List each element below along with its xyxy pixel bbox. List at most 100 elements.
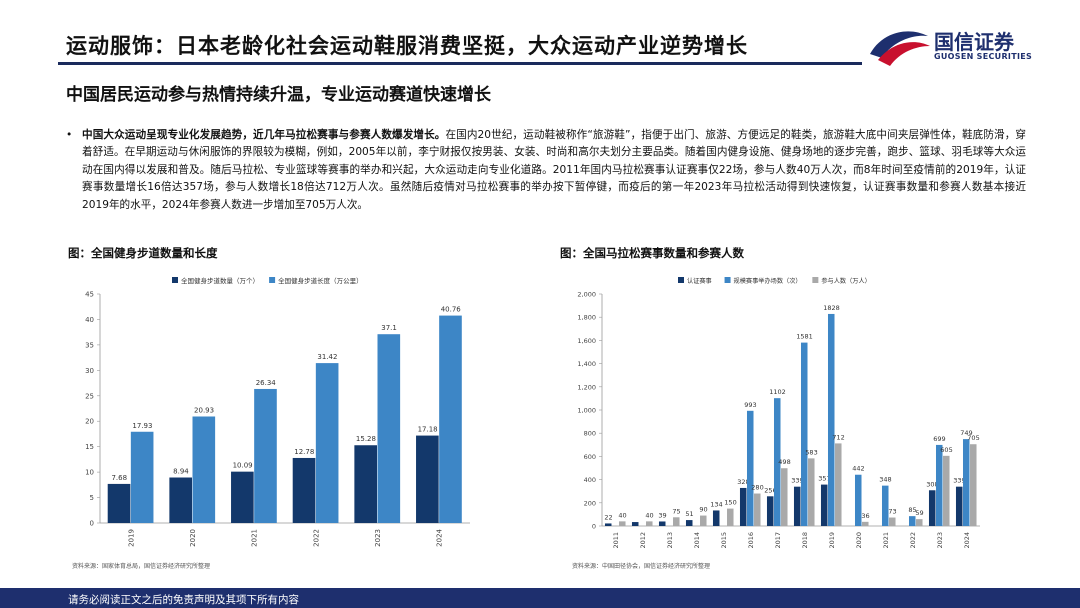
data-label: 73 xyxy=(888,508,896,516)
footer-disclaimer: 请务必阅读正文之后的免责声明及其项下所有内容 xyxy=(68,594,299,606)
x-tick-label: 2020 xyxy=(189,529,197,547)
trail-chart: 0 5 10 15 20 25 30 35 40 45 全国健身步道数量（万个） 全国健身步道长度（万… xyxy=(85,276,470,547)
data-label: 17.93 xyxy=(132,422,152,430)
bar xyxy=(916,519,923,526)
footer-bar xyxy=(0,588,1080,608)
guosen-logo-icon xyxy=(870,31,930,66)
data-label: 749 xyxy=(960,429,972,437)
x-tick-label: 2024 xyxy=(436,528,444,546)
bar xyxy=(604,523,612,526)
y-tick-label: 1,600 xyxy=(577,337,596,345)
x-tick-label: 2017 xyxy=(774,532,782,549)
bar xyxy=(928,490,936,526)
bullet-lead: 中国大众运动呈现专业化发展趋势，近几年马拉松赛事与参赛人数爆发增长。 xyxy=(82,129,446,141)
data-label: 90 xyxy=(699,506,707,514)
y-tick-label: 800 xyxy=(584,430,596,438)
bar xyxy=(970,444,977,526)
legend-label: 参与人数（万人） xyxy=(821,277,871,285)
x-tick-label: 2019 xyxy=(828,532,836,549)
data-label: 37.1 xyxy=(381,324,397,332)
x-tick-label: 2013 xyxy=(666,532,674,549)
logo-swoosh-blue xyxy=(870,31,928,58)
bar xyxy=(793,486,801,526)
data-label: 134 xyxy=(710,500,722,508)
bar xyxy=(773,398,781,526)
x-tick-label: 2021 xyxy=(251,529,259,547)
data-label: 993 xyxy=(744,401,756,409)
legend-swatch xyxy=(172,277,178,283)
y-tick-label: 1,800 xyxy=(577,314,596,322)
logo-swoosh-red xyxy=(878,42,930,66)
bar xyxy=(766,496,774,526)
bar xyxy=(254,388,277,523)
x-tick-label: 2019 xyxy=(127,529,135,547)
bar xyxy=(631,522,639,526)
x-tick-label: 2022 xyxy=(312,529,320,547)
title-underline xyxy=(58,62,862,65)
x-tick-label: 2016 xyxy=(747,532,755,549)
y-tick-label: 35 xyxy=(85,341,94,349)
data-label: 339 xyxy=(953,477,965,485)
y-tick-label: 20 xyxy=(85,418,94,426)
data-label: 605 xyxy=(940,446,952,454)
bullet-body: 在国内20世纪，运动鞋被称作“旅游鞋”，指便于出门、旅游、方便远足的鞋类，旅游鞋… xyxy=(82,129,1027,211)
data-label: 7.68 xyxy=(111,474,127,482)
bar xyxy=(835,443,842,526)
legend-label: 认证赛事 xyxy=(687,277,712,285)
bar xyxy=(169,477,192,523)
page-title: 运动服饰：日本老龄化社会运动鞋服消费坚挺，大众运动产业逆势增长 xyxy=(66,34,748,58)
bar xyxy=(808,458,815,526)
logo-name: 国信证券 xyxy=(934,30,1014,54)
bar xyxy=(685,520,693,526)
bar xyxy=(712,510,720,526)
fig2-title: 图：全国马拉松赛事数量和参赛人数 xyxy=(560,246,744,260)
section-subtitle: 中国居民运动参与热情持续升温，专业运动赛道快速增长 xyxy=(66,85,491,105)
bar xyxy=(739,487,747,526)
data-label: 40.76 xyxy=(441,306,462,314)
bar xyxy=(827,313,835,526)
bar xyxy=(800,342,808,526)
bar xyxy=(231,471,254,523)
data-label: 85 xyxy=(908,506,916,514)
x-tick-label: 2015 xyxy=(720,532,728,549)
bar xyxy=(943,455,950,526)
data-label: 10.09 xyxy=(233,462,253,470)
bar xyxy=(746,410,754,526)
bar xyxy=(192,416,216,523)
bar xyxy=(315,363,339,523)
data-label: 357 xyxy=(818,475,830,483)
x-tick-label: 2020 xyxy=(855,532,863,549)
legend-swatch xyxy=(812,277,819,283)
bar xyxy=(700,515,707,526)
bar xyxy=(962,439,970,526)
x-tick-label: 2018 xyxy=(801,532,809,549)
data-label: 22 xyxy=(604,513,612,521)
bar xyxy=(854,474,862,526)
data-label: 699 xyxy=(933,435,945,443)
x-tick-label: 2021 xyxy=(882,532,890,549)
data-label: 712 xyxy=(832,433,844,441)
data-label: 1828 xyxy=(823,304,840,312)
data-label: 40 xyxy=(618,511,626,519)
data-label: 705 xyxy=(967,434,979,442)
y-tick-label: 0 xyxy=(592,523,596,531)
data-label: 75 xyxy=(672,507,680,515)
data-label: 26.34 xyxy=(256,379,277,387)
marathon-chart: 0 200 400 600 800 1,000 1,200 1,400 1,600 1,800 2,… xyxy=(577,277,980,549)
data-label: 40 xyxy=(645,511,653,519)
data-label: 498 xyxy=(778,458,790,466)
x-tick-label: 2023 xyxy=(374,529,382,547)
bar xyxy=(619,521,626,526)
bar xyxy=(955,486,963,526)
y-tick-label: 25 xyxy=(85,392,94,400)
data-label: 31.42 xyxy=(317,353,337,361)
bar xyxy=(354,445,377,523)
logo-subtitle: GUOSEN SECURITIES xyxy=(934,52,1033,61)
data-label: 442 xyxy=(852,465,864,473)
y-tick-label: 1,000 xyxy=(577,407,596,415)
bar xyxy=(416,435,439,523)
y-tick-label: 40 xyxy=(85,316,94,324)
data-label: 328 xyxy=(737,478,749,486)
data-label: 150 xyxy=(724,499,736,507)
fig2-source: 资料来源：中国田径协会，国信证券经济研究所整理 xyxy=(572,563,711,570)
